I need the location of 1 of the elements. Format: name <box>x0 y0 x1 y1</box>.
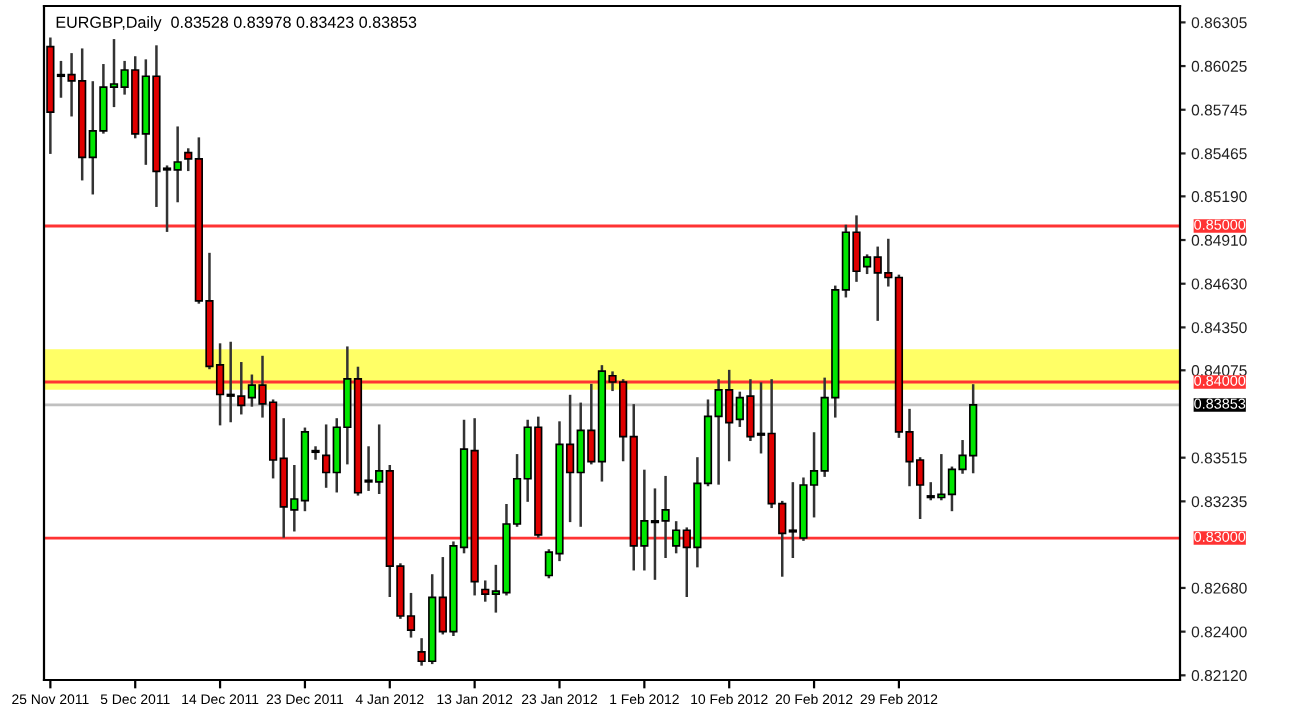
text: EURGBP,Daily 0.83528 0.83978 0.83423 0.83853 <box>56 16 417 32</box>
